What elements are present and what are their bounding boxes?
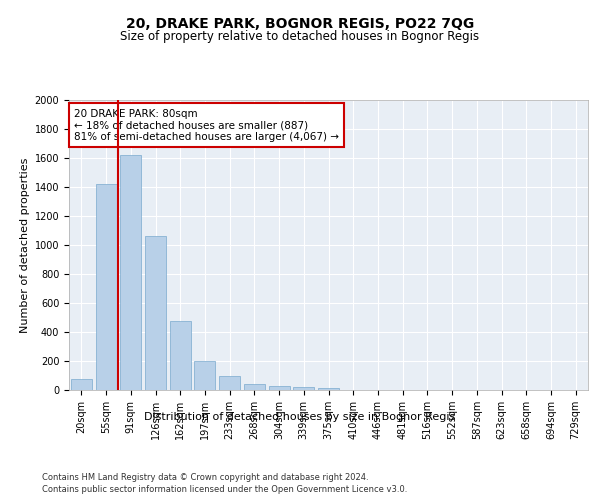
Bar bbox=[170, 321, 191, 390]
Text: Contains public sector information licensed under the Open Government Licence v3: Contains public sector information licen… bbox=[42, 485, 407, 494]
Y-axis label: Number of detached properties: Number of detached properties bbox=[20, 158, 31, 332]
Bar bbox=[145, 236, 166, 390]
Bar bbox=[95, 184, 116, 390]
Bar bbox=[194, 361, 215, 390]
Text: Contains HM Land Registry data © Crown copyright and database right 2024.: Contains HM Land Registry data © Crown c… bbox=[42, 472, 368, 482]
Bar bbox=[244, 384, 265, 390]
Bar bbox=[318, 388, 339, 390]
Text: Size of property relative to detached houses in Bognor Regis: Size of property relative to detached ho… bbox=[121, 30, 479, 43]
Bar bbox=[269, 386, 290, 390]
Bar bbox=[71, 379, 92, 390]
Bar bbox=[219, 376, 240, 390]
Text: 20 DRAKE PARK: 80sqm
← 18% of detached houses are smaller (887)
81% of semi-deta: 20 DRAKE PARK: 80sqm ← 18% of detached h… bbox=[74, 108, 339, 142]
Bar bbox=[120, 155, 141, 390]
Bar bbox=[293, 387, 314, 390]
Text: Distribution of detached houses by size in Bognor Regis: Distribution of detached houses by size … bbox=[145, 412, 455, 422]
Text: 20, DRAKE PARK, BOGNOR REGIS, PO22 7QG: 20, DRAKE PARK, BOGNOR REGIS, PO22 7QG bbox=[126, 18, 474, 32]
